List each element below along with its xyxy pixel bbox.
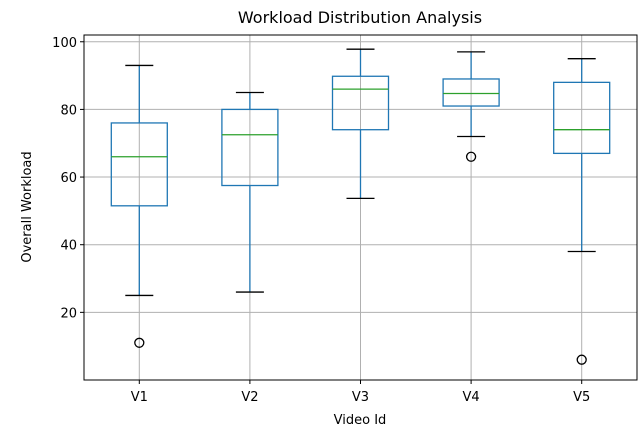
box-layer bbox=[110, 48, 611, 365]
y-axis-label: Overall Workload bbox=[20, 151, 35, 262]
chart-title: Workload Distribution Analysis bbox=[238, 8, 482, 27]
x-tick-label: V4 bbox=[463, 390, 480, 405]
box-group bbox=[331, 48, 390, 200]
box-group bbox=[442, 51, 500, 162]
y-tick-label: 80 bbox=[60, 103, 77, 118]
iqr-box bbox=[110, 122, 168, 207]
x-axis-label: Video Id bbox=[334, 413, 387, 428]
outlier-point bbox=[576, 354, 587, 365]
y-tick-label: 20 bbox=[60, 306, 77, 321]
x-tick-label: V1 bbox=[131, 390, 148, 405]
y-tick-label: 60 bbox=[60, 171, 77, 186]
box-group bbox=[553, 58, 611, 365]
y-tick-label: 100 bbox=[52, 36, 77, 51]
box-group bbox=[221, 91, 279, 293]
outlier-point bbox=[465, 151, 477, 162]
box-group bbox=[110, 64, 168, 348]
x-tick-label: V3 bbox=[352, 390, 369, 405]
iqr-box bbox=[442, 78, 500, 107]
tick-layer: 20 40 60 80 100 V1 V2 V3 V4 V5 bbox=[52, 36, 590, 405]
iqr-box bbox=[553, 81, 611, 155]
outlier-point bbox=[134, 337, 145, 348]
iqr-box bbox=[331, 75, 390, 131]
x-tick-label: V5 bbox=[573, 390, 590, 405]
iqr-box bbox=[221, 108, 279, 187]
x-tick-label: V2 bbox=[241, 390, 258, 405]
y-tick-label: 40 bbox=[60, 239, 77, 254]
